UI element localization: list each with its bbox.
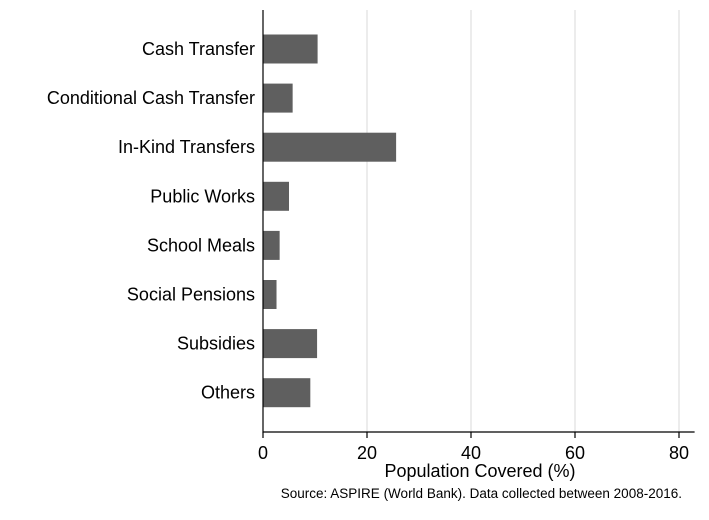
bar-4 [263, 230, 280, 260]
bars [263, 34, 397, 408]
category-label-5: Social Pensions [127, 285, 255, 305]
bar-2 [263, 132, 397, 162]
bar-1 [263, 83, 293, 113]
x-tick-label-80: 80 [669, 443, 689, 463]
x-tick-label-60: 60 [565, 443, 585, 463]
labels: Cash Transfer Conditional Cash Transfer In… [47, 39, 689, 463]
bar-7 [263, 378, 311, 408]
x-axis-title: Population Covered (%) [384, 461, 575, 481]
bar-3 [263, 181, 289, 211]
category-label-0: Cash Transfer [142, 39, 255, 59]
bar-6 [263, 329, 318, 359]
category-label-2: In-Kind Transfers [118, 137, 255, 157]
bar-0 [263, 34, 318, 64]
x-tick-label-20: 20 [357, 443, 377, 463]
source-note: Source: ASPIRE (World Bank). Data collec… [281, 486, 682, 501]
category-label-7: Others [201, 383, 255, 403]
category-label-6: Subsidies [177, 334, 255, 354]
x-tick-label-0: 0 [258, 443, 268, 463]
x-tick-label-40: 40 [461, 443, 481, 463]
category-label-4: School Meals [147, 235, 255, 255]
axes [262, 10, 695, 438]
category-label-1: Conditional Cash Transfer [47, 88, 255, 108]
gridlines [366, 10, 680, 432]
category-label-3: Public Works [150, 186, 255, 206]
bar-5 [263, 280, 277, 309]
